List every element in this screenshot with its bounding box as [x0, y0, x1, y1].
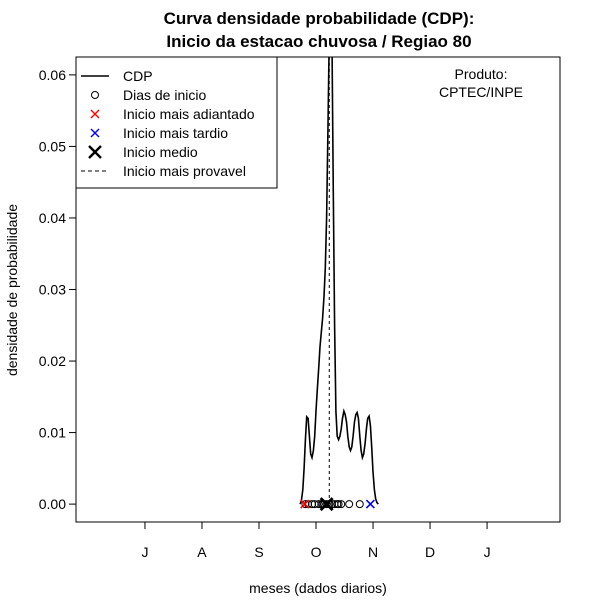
start-day-point [314, 500, 323, 509]
y-tick-label: 0.06 [39, 67, 66, 83]
chart-title-line1: Curva densidade probabilidade (CDP): [164, 9, 475, 28]
legend-x-symbol [90, 109, 100, 119]
y-tick-label: 0.01 [39, 425, 66, 441]
cdp-curve [299, 57, 379, 505]
x-tick-label: S [254, 544, 263, 560]
legend-box [75, 56, 278, 189]
y-tick-label: 0.02 [39, 353, 66, 369]
legend-entry-label: Dias de inicio [123, 87, 206, 103]
x-tick-label: J [484, 544, 491, 560]
legend-entry-label: Inicio mais tardio [123, 125, 228, 141]
plot-area [299, 57, 379, 512]
x-tick-label: J [141, 544, 148, 560]
legend-entry-label: Inicio medio [123, 144, 198, 160]
legend-circle-symbol [91, 91, 99, 99]
x-tick-label: N [368, 544, 378, 560]
x-tick-label: O [311, 544, 322, 560]
legend-x-symbol [90, 128, 100, 138]
legend-entry-label: CDP [123, 68, 153, 84]
mean-start-marker [319, 497, 334, 512]
chart-title-line2: Inicio da estacao chuvosa / Regiao 80 [166, 32, 471, 51]
legend-bold-x-symbol [88, 145, 102, 159]
product-label: Produto: [455, 66, 508, 82]
start-day-point [334, 500, 343, 509]
start-day-point [322, 500, 331, 509]
earliest-start-marker [300, 499, 310, 509]
legend: CDP Dias de inicio Inicio mais adiantado In… [75, 56, 278, 189]
x-axis-label: meses (dados diarios) [249, 580, 387, 596]
x-tick-label: A [197, 544, 207, 560]
y-tick-label: 0.00 [39, 496, 66, 512]
y-axis-label: densidade de probabilidade [4, 204, 20, 376]
start-day-point [345, 500, 354, 509]
y-axis: 0.00 0.01 0.02 0.03 0.04 0.05 0.06 [39, 67, 76, 512]
start-day-point [355, 500, 364, 509]
legend-entry-label: Inicio mais provavel [123, 163, 246, 179]
latest-start-marker [365, 499, 375, 509]
y-tick-label: 0.05 [39, 138, 66, 154]
start-day-point [337, 500, 346, 509]
y-tick-label: 0.04 [39, 210, 66, 226]
legend-entry-label: Inicio mais adiantado [123, 106, 255, 122]
product-source: CPTEC/INPE [439, 84, 523, 100]
y-tick-label: 0.03 [39, 282, 66, 298]
x-tick-label: D [425, 544, 435, 560]
